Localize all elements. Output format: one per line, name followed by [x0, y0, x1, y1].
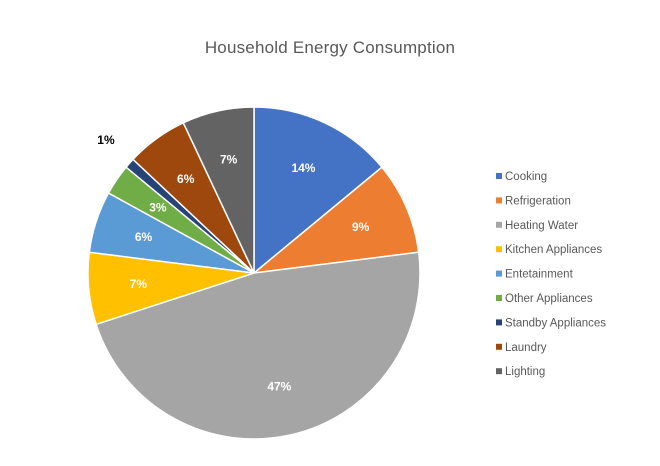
- pie-slice-lighting: [182, 106, 255, 274]
- data-label-lighting: 7%: [220, 153, 238, 167]
- data-label-standby-appliances: 1%: [97, 133, 115, 147]
- data-label-entetainment: 6%: [135, 230, 153, 244]
- legend-label-cooking: Cooking: [505, 171, 547, 183]
- data-label-other-appliances: 3%: [149, 201, 167, 215]
- legend-item-laundry: Laundry: [496, 342, 547, 354]
- data-label-laundry: 6%: [177, 172, 195, 186]
- legend-swatch-heating-water: [496, 221, 502, 228]
- legend-item-other-appliances: Other Appliances: [496, 293, 593, 305]
- chart-title: Household Energy Consumption: [204, 38, 456, 57]
- legend-item-heating-water: Heating Water: [496, 220, 578, 232]
- legend-label-entetainment: Entetainment: [505, 269, 574, 281]
- pie-slice-cooking: [253, 106, 383, 275]
- legend-item-kitchen-appliances: Kitchen Appliances: [496, 244, 602, 256]
- legend-label-heating-water: Heating Water: [505, 220, 578, 232]
- legend: Cooking Refrigeration Heating Water Kitchen…: [496, 171, 606, 378]
- data-label-kitchen-appliances: 7%: [130, 277, 148, 291]
- pie-slice-refrigeration: [251, 166, 420, 275]
- legend-item-entetainment: Entetainment: [496, 269, 574, 281]
- legend-item-standby-appliances: Standby Appliances: [496, 317, 606, 329]
- legend-label-lighting: Lighting: [505, 366, 545, 378]
- legend-swatch-cooking: [496, 173, 502, 179]
- legend-swatch-refrigeration: [496, 197, 502, 204]
- legend-item-cooking: Cooking: [496, 171, 547, 183]
- data-label-heating-water: 47%: [267, 379, 291, 393]
- data-label-cooking: 14%: [291, 161, 315, 175]
- legend-item-refrigeration: Refrigeration: [496, 195, 571, 207]
- legend-swatch-kitchen-appliances: [496, 246, 502, 253]
- data-label-refrigeration: 9%: [352, 220, 370, 234]
- pie-slice-heating-water: [95, 251, 421, 440]
- legend-label-other-appliances: Other Appliances: [505, 293, 593, 305]
- legend-swatch-standby-appliances: [496, 319, 502, 326]
- data-labels: 14% 9% 47% 7% 6% 3% 1% 6% 7%: [97, 133, 369, 393]
- legend-swatch-entetainment: [496, 270, 502, 277]
- legend-label-kitchen-appliances: Kitchen Appliances: [505, 244, 602, 256]
- legend-swatch-laundry: [496, 343, 502, 350]
- legend-item-lighting: Lighting: [496, 366, 545, 378]
- legend-label-standby-appliances: Standby Appliances: [505, 317, 606, 329]
- legend-swatch-lighting: [496, 368, 502, 375]
- legend-label-refrigeration: Refrigeration: [505, 195, 571, 207]
- legend-label-laundry: Laundry: [505, 342, 547, 354]
- legend-swatch-other-appliances: [496, 295, 502, 301]
- pie-slices: [87, 106, 421, 440]
